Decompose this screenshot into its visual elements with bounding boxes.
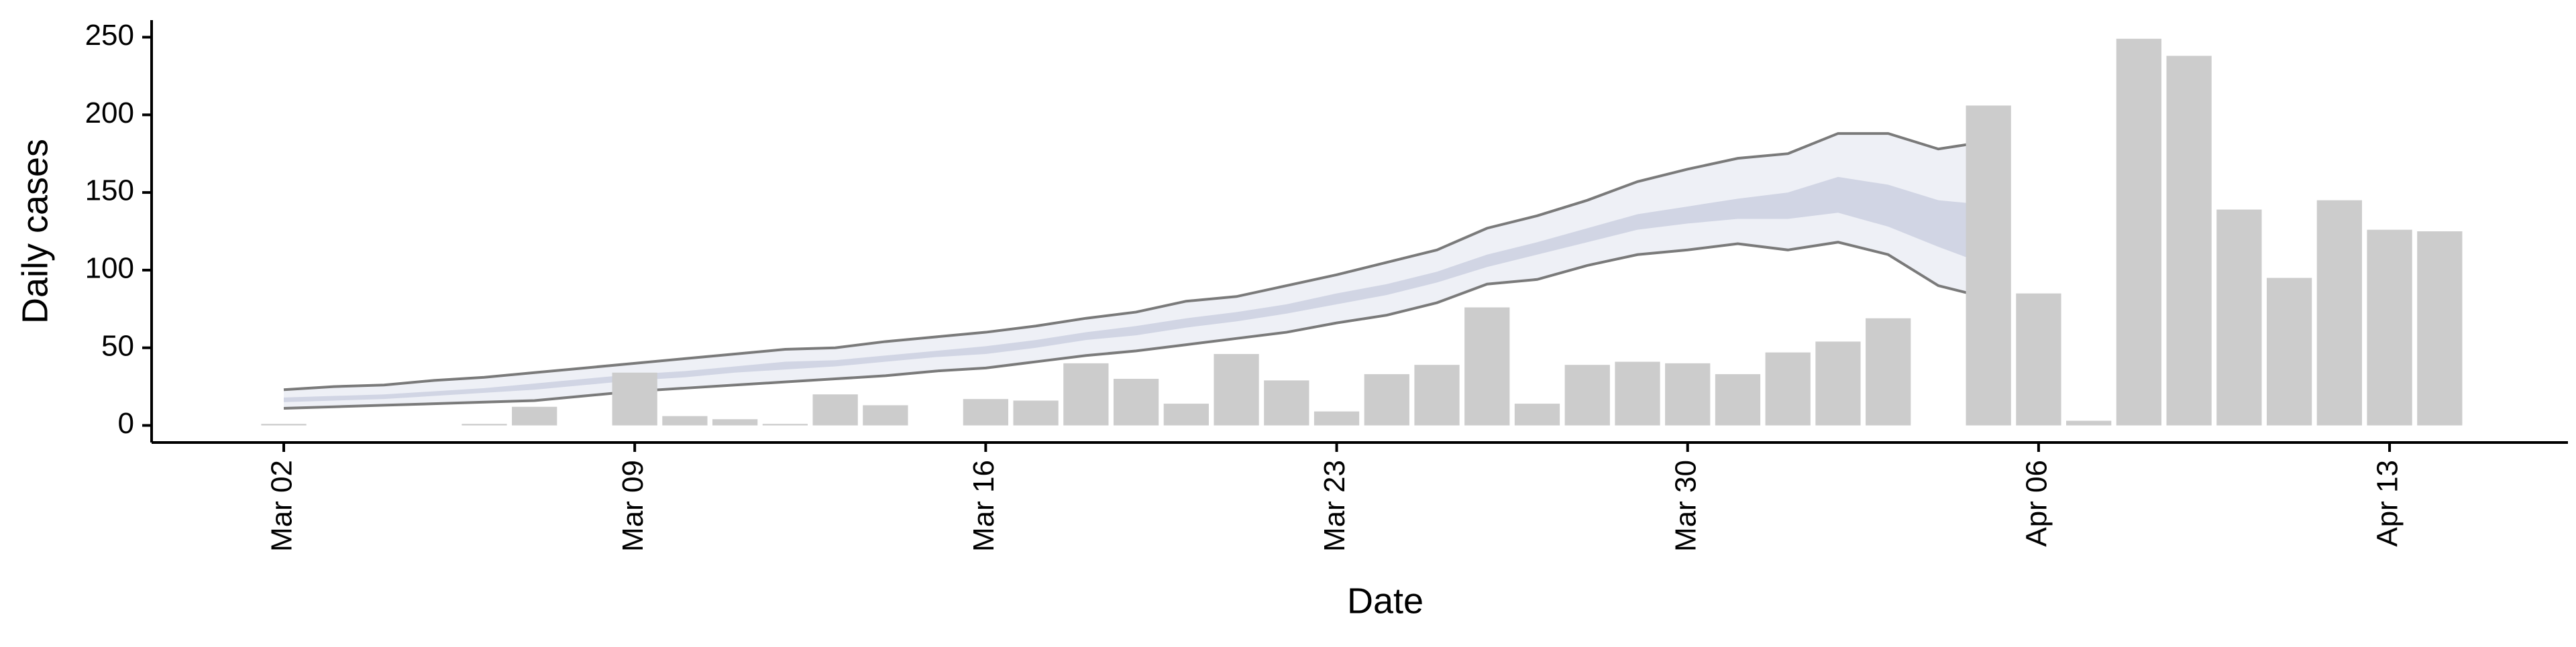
bar	[462, 424, 507, 426]
bar	[762, 424, 808, 426]
band-area	[284, 133, 1989, 409]
bar	[512, 406, 557, 426]
bar	[2417, 231, 2463, 426]
x-tick-label: Apr 06	[2021, 460, 2053, 547]
bar	[1214, 353, 1259, 426]
bar	[1063, 363, 1109, 426]
band-line	[283, 132, 1989, 392]
y-tick-label: 150	[85, 174, 134, 207]
bar	[963, 399, 1008, 426]
bar	[1364, 374, 1409, 426]
y-tick-label: 100	[85, 252, 134, 285]
bar	[712, 419, 758, 426]
bar	[1815, 341, 1861, 426]
bar	[1264, 380, 1309, 426]
y-tick-label: 250	[85, 19, 134, 52]
y-tick-label: 0	[118, 407, 134, 440]
x-tick-label: Mar 16	[967, 460, 1000, 552]
bar	[2166, 56, 2212, 426]
bar	[2266, 278, 2312, 426]
bar	[1564, 365, 1610, 426]
y-tick-label: 50	[101, 329, 134, 362]
bar	[662, 416, 708, 426]
bar	[1866, 318, 1911, 426]
bar	[2316, 200, 2362, 426]
band-area	[284, 176, 1989, 402]
bar	[1715, 374, 1761, 426]
bar	[612, 372, 657, 426]
bar	[1615, 361, 1660, 426]
bar	[1665, 363, 1711, 426]
x-axis-title: Date	[1347, 581, 1424, 621]
bar	[2367, 229, 2412, 426]
bar	[1414, 365, 1460, 426]
bar	[1163, 404, 1209, 426]
bar	[1765, 352, 1811, 426]
bar	[2116, 38, 2162, 426]
bar	[812, 394, 858, 426]
bar	[1966, 105, 2011, 426]
x-tick-label: Apr 13	[2371, 460, 2404, 547]
bar	[863, 405, 908, 426]
y-axis-title: Daily cases	[15, 139, 55, 324]
bar	[2216, 209, 2262, 426]
bar	[261, 424, 307, 426]
bar	[1514, 404, 1560, 426]
x-tick-label: Mar 23	[1318, 460, 1351, 552]
bar	[1113, 379, 1159, 426]
y-tick-label: 200	[85, 97, 134, 129]
x-tick-label: Mar 30	[1669, 460, 1702, 552]
bar	[1013, 400, 1059, 426]
bar	[2016, 293, 2061, 426]
bar	[1313, 411, 1360, 426]
bar	[1464, 307, 1510, 426]
band-line	[283, 241, 1989, 410]
x-tick-label: Mar 02	[266, 460, 299, 552]
x-tick-label: Mar 09	[616, 460, 649, 552]
bar	[2066, 420, 2112, 426]
